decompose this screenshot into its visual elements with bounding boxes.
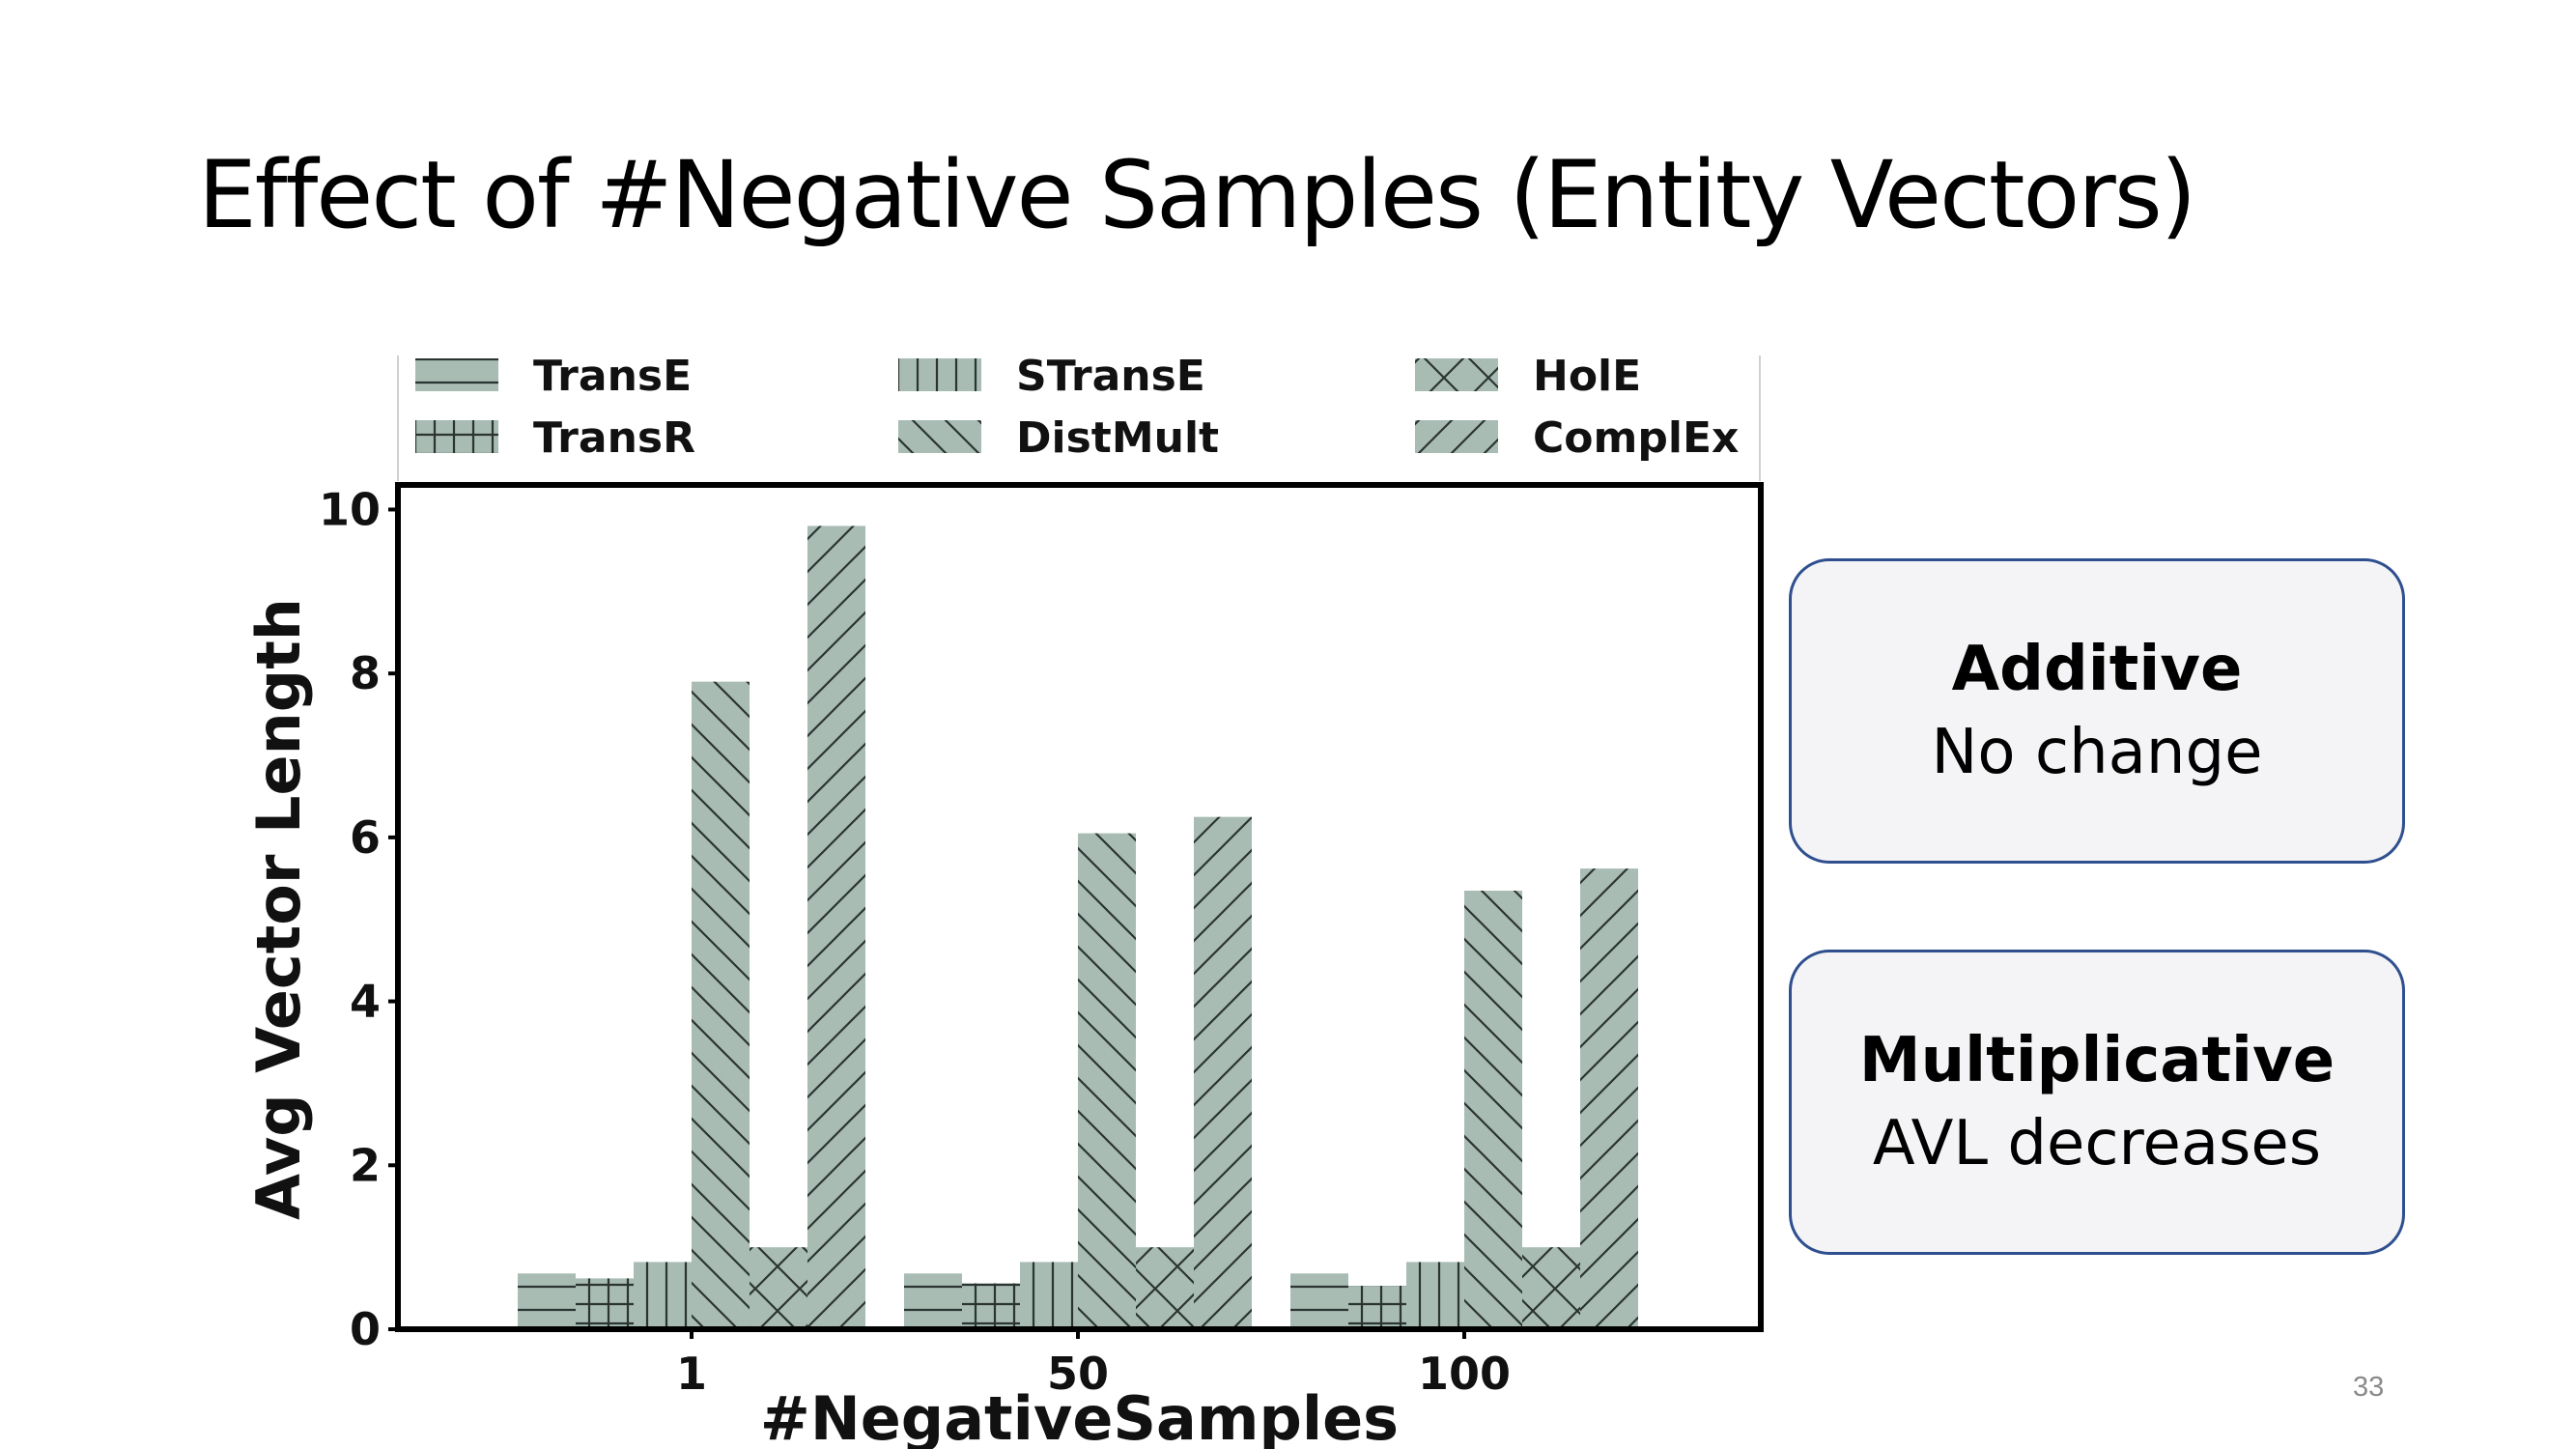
bar-transr-100 <box>1348 1286 1406 1329</box>
additive-subtext: No change <box>1931 717 2263 788</box>
y-tick-label: 2 <box>350 1139 381 1191</box>
bar-complex-50 <box>1194 816 1252 1329</box>
bars <box>518 526 1638 1329</box>
multiplicative-subtext: AVL decreases <box>1872 1108 2322 1179</box>
bar-hole-100 <box>1522 1247 1580 1329</box>
slide-number: 33 <box>2353 1372 2385 1403</box>
y-tick-label: 0 <box>350 1303 381 1355</box>
multiplicative-heading: Multiplicative <box>1858 1024 2335 1096</box>
bar-complex-1 <box>807 526 865 1329</box>
y-tick-label: 6 <box>350 811 381 864</box>
bar-transe-50 <box>904 1273 962 1329</box>
legend-item-distmult: DistMult <box>898 413 1219 463</box>
x-axis: 1 50 100 <box>676 1329 1511 1400</box>
bar-stranse-1 <box>634 1262 692 1329</box>
bar-transr-1 <box>576 1278 634 1329</box>
x-tick-label: 50 <box>1047 1348 1109 1400</box>
bar-stranse-50 <box>1020 1262 1078 1329</box>
bar-distmult-50 <box>1078 833 1136 1329</box>
bar-transe-1 <box>518 1273 576 1329</box>
legend-label: TransR <box>533 413 695 463</box>
legend-item-transr: TransR <box>415 413 695 463</box>
y-axis-label: Avg Vector Length <box>243 598 314 1220</box>
x-tick-label: 1 <box>676 1348 707 1400</box>
bar-distmult-100 <box>1464 891 1522 1329</box>
y-axis: 0 2 4 6 8 10 <box>319 483 398 1355</box>
chart-legend: TransE TransR STransE DistMult HolE ComplEx <box>397 352 1761 481</box>
bar-transe-100 <box>1290 1273 1348 1329</box>
legend-swatch <box>898 420 981 453</box>
legend-label: STransE <box>1016 352 1205 401</box>
bar-transr-50 <box>962 1283 1020 1329</box>
additive-callout-box: Additive No change <box>1789 558 2405 864</box>
bar-complex-100 <box>1580 868 1638 1329</box>
bar-distmult-1 <box>692 681 750 1329</box>
legend-label: ComplEx <box>1533 413 1739 463</box>
bar-hole-50 <box>1136 1247 1194 1329</box>
multiplicative-callout-box: Multiplicative AVL decreases <box>1789 950 2405 1255</box>
slide-title: Effect of #Negative Samples (Entity Vect… <box>198 141 2196 249</box>
legend-label: HolE <box>1533 352 1641 401</box>
legend-label: TransE <box>533 352 692 401</box>
legend-label: DistMult <box>1016 413 1219 463</box>
y-tick-label: 4 <box>350 976 381 1028</box>
legend-item-hole: HolE <box>1415 352 1641 401</box>
legend-swatch <box>1415 358 1498 391</box>
bar-stranse-100 <box>1406 1262 1464 1329</box>
legend-swatch <box>1415 420 1498 453</box>
y-tick-label: 10 <box>319 483 381 535</box>
additive-heading: Additive <box>1951 633 2243 705</box>
y-tick-label: 8 <box>350 647 381 699</box>
legend-item-stranse: STransE <box>898 352 1205 401</box>
legend-swatch <box>415 420 498 453</box>
bar-hole-1 <box>750 1247 807 1329</box>
x-axis-label: #NegativeSamples <box>760 1383 1399 1449</box>
legend-item-transe: TransE <box>415 352 692 401</box>
legend-item-complex: ComplEx <box>1415 413 1739 463</box>
x-tick-label: 100 <box>1418 1348 1511 1400</box>
legend-swatch <box>898 358 981 391</box>
legend-swatch <box>415 358 498 391</box>
